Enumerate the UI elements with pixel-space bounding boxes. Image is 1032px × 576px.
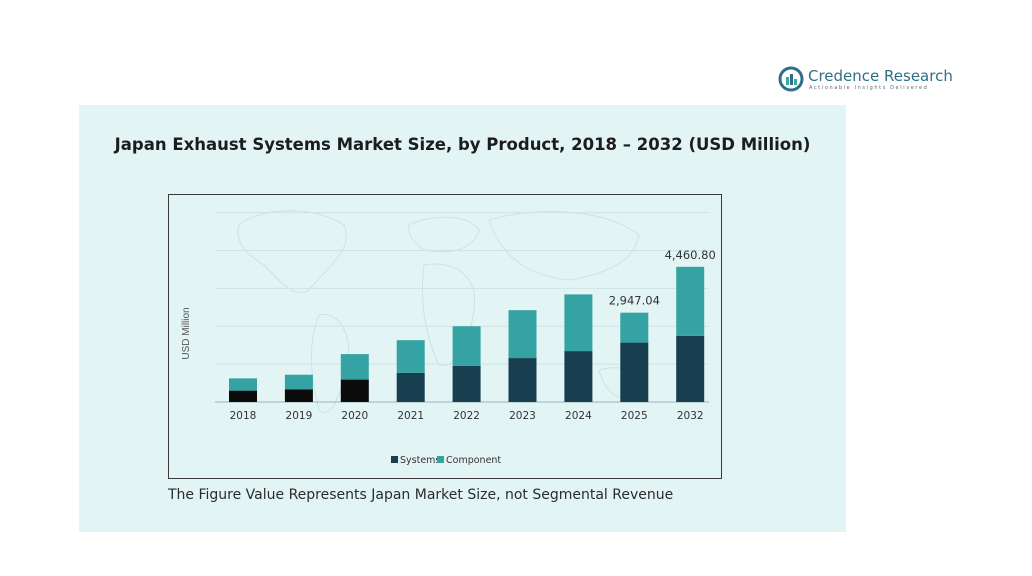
chart-title: Japan Exhaust Systems Market Size, by Pr… <box>114 135 811 154</box>
bar-component-2024 <box>564 294 593 352</box>
map-shape <box>488 211 640 281</box>
bar-systems-2019 <box>284 389 313 402</box>
x-tick-label: 2022 <box>453 410 480 422</box>
legend-label-component: Component <box>446 455 501 466</box>
credence-logo-icon <box>778 66 804 92</box>
legend-label-systems: Systems <box>400 455 440 466</box>
x-tick-label: 2024 <box>565 410 592 422</box>
bar-component-2020 <box>340 354 369 380</box>
x-tick-label: 2025 <box>621 410 648 422</box>
bar-component-2022 <box>452 326 481 366</box>
x-tick-label: 2032 <box>677 410 704 422</box>
bar-systems-2025 <box>620 342 649 402</box>
map-shape <box>237 210 347 294</box>
bar-systems-2023 <box>508 358 537 402</box>
bar-systems-2024 <box>564 351 593 402</box>
bar-component-2032 <box>676 266 705 336</box>
bar-component-2023 <box>508 310 537 359</box>
x-tick-label: 2021 <box>397 410 424 422</box>
x-tick-label: 2018 <box>230 410 257 422</box>
legend-swatch-systems <box>391 456 398 463</box>
bar-systems-2021 <box>396 372 425 402</box>
chart-panel: Japan Exhaust Systems Market Size, by Pr… <box>79 105 846 532</box>
chart-legend: Systems Component <box>391 455 501 466</box>
bar-component-2019 <box>284 374 313 390</box>
y-axis-label: USD Million <box>181 307 192 359</box>
brand-name: Credence Research <box>808 67 953 85</box>
bar-component-2025 <box>620 312 649 343</box>
data-label: 4,460.80 <box>665 248 716 262</box>
x-tick-label: 2023 <box>509 410 536 422</box>
data-label: 2,947.04 <box>609 294 660 308</box>
bar-component-2021 <box>396 340 425 373</box>
brand-logo: Credence Research Actionable Insights De… <box>778 66 953 96</box>
map-shape <box>408 216 480 253</box>
chart-footnote: The Figure Value Represents Japan Market… <box>168 487 674 503</box>
chart-bars <box>229 266 705 402</box>
bar-systems-2032 <box>676 335 705 402</box>
bar-systems-2022 <box>452 365 481 402</box>
bar-systems-2020 <box>340 379 369 402</box>
chart-frame: USD Million 2018 2019 2020 2021 2022 2023 2024 2… <box>168 194 722 479</box>
brand-tagline: Actionable Insights Delivered <box>809 85 929 91</box>
legend-swatch-component <box>437 456 444 463</box>
chart-labels: USD Million 2018 2019 2020 2021 2022 2023 2024 2… <box>181 248 716 422</box>
bar-component-2018 <box>229 378 257 391</box>
x-tick-label: 2020 <box>341 410 368 422</box>
stacked-bar-chart: USD Million 2018 2019 2020 2021 2022 2023 2024 2… <box>181 210 716 466</box>
bar-systems-2018 <box>229 390 257 402</box>
x-tick-label: 2019 <box>286 410 313 422</box>
